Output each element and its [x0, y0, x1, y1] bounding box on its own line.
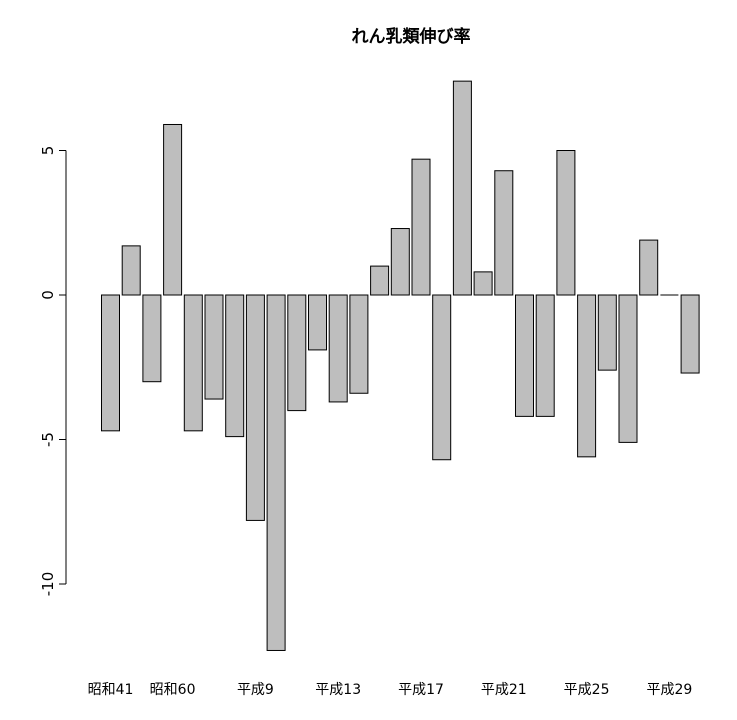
bar	[101, 294, 120, 432]
bar	[515, 294, 534, 417]
x-axis-labels: 昭和41 昭和60 平成9 平成13 平成17 平成21 平成25 平成29	[88, 682, 693, 698]
y-tick-label: -5	[39, 432, 57, 447]
bar	[183, 294, 203, 432]
bar	[473, 271, 493, 296]
x-tick-label: 平成25	[564, 682, 610, 698]
chart-title: れん乳類伸び率	[352, 26, 471, 47]
bar	[618, 294, 638, 443]
bar	[121, 245, 141, 296]
bar	[452, 80, 472, 296]
x-tick-label: 平成9	[237, 682, 274, 698]
bar	[411, 158, 431, 296]
x-tick-label: 昭和41	[88, 682, 134, 698]
bar	[597, 294, 617, 371]
bar	[370, 265, 390, 296]
bar	[266, 294, 286, 651]
bar	[577, 294, 597, 458]
y-tick-label: 0	[39, 290, 57, 300]
bar	[225, 294, 245, 438]
bar	[142, 294, 162, 383]
bar	[535, 294, 555, 417]
x-tick-label: 平成21	[481, 682, 527, 698]
bar	[432, 294, 452, 461]
x-tick-label: 平成29	[646, 682, 692, 698]
bar	[328, 294, 348, 403]
bar	[390, 228, 410, 296]
bar	[349, 294, 369, 394]
bar	[287, 294, 307, 412]
bar	[308, 294, 327, 351]
y-axis: -10 -5 0 5	[39, 146, 67, 597]
bar	[556, 150, 576, 296]
bar	[204, 294, 224, 400]
bar	[494, 170, 514, 296]
bars	[101, 80, 700, 651]
y-tick-label: 5	[39, 146, 57, 156]
bar	[245, 294, 265, 521]
bar	[680, 294, 700, 374]
x-tick-label: 平成17	[398, 682, 444, 698]
bar	[639, 239, 659, 296]
x-tick-label: 昭和60	[150, 682, 196, 698]
y-tick-label: -10	[39, 572, 57, 597]
x-tick-label: 平成13	[315, 682, 361, 698]
bar	[163, 123, 183, 296]
